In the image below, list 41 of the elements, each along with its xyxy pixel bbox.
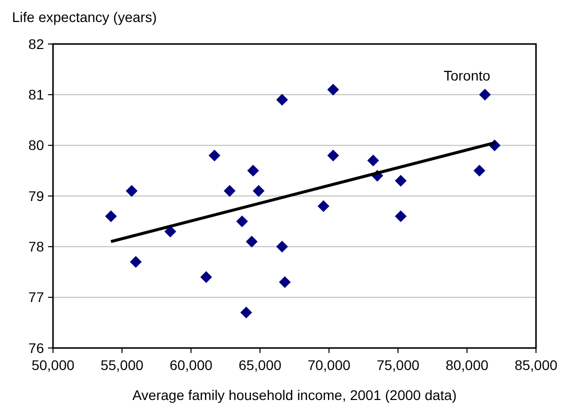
annotation: Toronto: [444, 68, 490, 84]
y-tick-label: 79: [28, 188, 44, 204]
y-tick-label: 80: [28, 137, 44, 154]
x-tick-label: 75,000: [376, 357, 420, 373]
x-axis-title: Average family household income, 2001 (2000 data): [132, 387, 457, 403]
x-tick-label: 80,000: [446, 357, 489, 373]
point: [394, 210, 407, 222]
point: [252, 185, 264, 197]
point: [276, 94, 288, 106]
point: [474, 164, 486, 177]
point: [367, 154, 380, 166]
y-tick-label: 81: [28, 86, 44, 103]
point: [278, 276, 291, 288]
point: [240, 306, 252, 318]
point: [246, 236, 258, 248]
point: [164, 226, 176, 238]
point: [318, 200, 330, 212]
point: [224, 185, 236, 197]
y-axis-title: Life expectancy (years): [12, 9, 157, 25]
x-tick-label: 85,000: [514, 357, 558, 373]
point: [327, 150, 340, 162]
y-tick-label: 77: [28, 289, 44, 306]
x-tick-label: 55,000: [100, 357, 144, 373]
point: [236, 215, 248, 228]
y-tick-label: 78: [28, 238, 44, 255]
y-tick-label: 82: [28, 36, 44, 52]
point: [276, 240, 288, 253]
point: [200, 271, 212, 283]
point: [130, 256, 142, 268]
point: [126, 185, 138, 197]
point: [327, 84, 340, 96]
x-tick-label: 50,000: [32, 357, 75, 373]
point: [479, 88, 491, 101]
x-tick-label: 60,000: [170, 357, 213, 373]
y-tick-label: 76: [28, 340, 44, 356]
point: [394, 174, 407, 187]
point: [208, 150, 220, 162]
x-tick-label: 65,000: [238, 357, 282, 373]
point: [247, 164, 259, 177]
x-tick-label: 70,000: [308, 357, 351, 373]
point: [105, 210, 117, 222]
